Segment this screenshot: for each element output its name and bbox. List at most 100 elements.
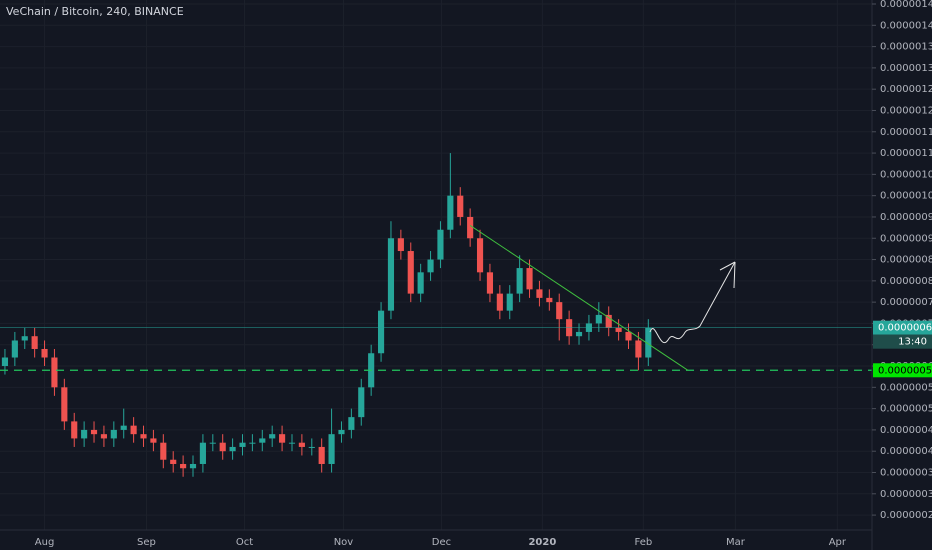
x-tick-label: Aug — [35, 537, 55, 548]
candle-body — [437, 229, 444, 260]
candle-body — [1, 357, 9, 367]
y-tick-label: 0.00000045 — [880, 425, 932, 436]
candle-body — [635, 340, 642, 358]
x-tick-label: Oct — [236, 537, 253, 548]
candle-body — [467, 216, 474, 239]
candle-body — [229, 446, 236, 452]
candle-body — [397, 238, 404, 252]
x-tick-label: Feb — [635, 537, 653, 548]
candle-body — [120, 425, 127, 430]
candle-body — [536, 289, 543, 298]
candle-body — [318, 446, 325, 464]
arrow-head — [719, 261, 736, 289]
x-tick-label: Dec — [432, 537, 451, 548]
candle-body — [90, 429, 98, 435]
grid — [0, 0, 872, 530]
candle-body — [358, 387, 365, 418]
candle-body — [328, 434, 335, 464]
candle-body — [209, 442, 216, 444]
candle-body — [645, 327, 652, 358]
candle-body — [170, 459, 177, 464]
forecast-arrow — [649, 261, 736, 344]
candle-body — [81, 429, 88, 439]
candle-body — [279, 434, 286, 443]
candle-body — [417, 272, 424, 294]
candle-body — [269, 434, 276, 439]
candle-body — [189, 463, 197, 469]
x-tick-label: Mar — [726, 537, 746, 548]
countdown-label: 13:40 — [898, 337, 927, 348]
current-price-box — [873, 320, 932, 335]
candle-body — [526, 268, 533, 290]
candle-body — [427, 259, 434, 273]
x-tick-label: Sep — [137, 537, 156, 548]
candle-body — [447, 195, 454, 230]
candle-body — [51, 357, 58, 388]
y-tick-label: 0.00000135 — [880, 42, 932, 53]
candle-body — [496, 293, 503, 311]
y-tick-label: 0.00000085 — [880, 255, 932, 266]
candle-body — [338, 429, 345, 435]
countdown-box — [873, 334, 932, 349]
candle-body — [180, 463, 187, 469]
x-tick-label: Nov — [334, 537, 354, 548]
candle-body — [516, 268, 523, 294]
candle-body — [150, 438, 157, 443]
support-price-box — [873, 363, 932, 378]
y-tick-label: 0.00000025 — [880, 510, 932, 521]
plot — [0, 153, 872, 477]
candle-body — [486, 272, 494, 294]
y-tick-label: 0.00000105 — [880, 169, 932, 180]
candle-body — [308, 446, 315, 448]
y-tick-label: 0.00000075 — [880, 297, 932, 308]
candle-body — [160, 442, 167, 460]
support-price-label: 0.00000059 — [878, 365, 932, 376]
candle-body — [595, 314, 602, 324]
candle-body — [199, 442, 206, 464]
candle-body — [348, 417, 355, 430]
y-tick-label: 0.00000055 — [880, 382, 932, 393]
y-tick-label: 0.00000035 — [880, 468, 932, 479]
candle-body — [625, 331, 632, 341]
candle-body — [239, 442, 246, 447]
candle-body — [219, 442, 226, 452]
chart-title: VeChain / Bitcoin, 240, BINANCE — [6, 5, 184, 18]
current-price-label: 0.00000069 — [878, 323, 932, 334]
y-tick-label: 0.00000125 — [880, 84, 932, 95]
candle-body — [100, 434, 107, 439]
candle-body — [41, 348, 48, 358]
candle-body — [31, 336, 38, 349]
candle-body — [575, 331, 583, 337]
candle-body — [110, 429, 117, 439]
candle-body — [506, 293, 513, 311]
candle-body — [377, 310, 385, 354]
x-tick-label: 2020 — [528, 537, 556, 548]
candle-body — [21, 336, 28, 341]
candle-body — [140, 434, 147, 439]
y-tick-label: 0.00000095 — [880, 212, 932, 223]
candle-body — [387, 238, 395, 311]
x-tick-label: Apr — [829, 537, 847, 548]
candle-body — [298, 442, 305, 447]
candle-body — [130, 425, 137, 435]
candle-body — [615, 327, 622, 332]
candle-body — [288, 442, 296, 444]
candle-body — [457, 195, 464, 217]
candle-body — [11, 340, 18, 358]
candle-body — [407, 251, 414, 294]
candle-body — [249, 442, 256, 444]
candle-body — [259, 438, 266, 443]
candle-body — [71, 421, 78, 439]
candle-body — [546, 297, 553, 303]
